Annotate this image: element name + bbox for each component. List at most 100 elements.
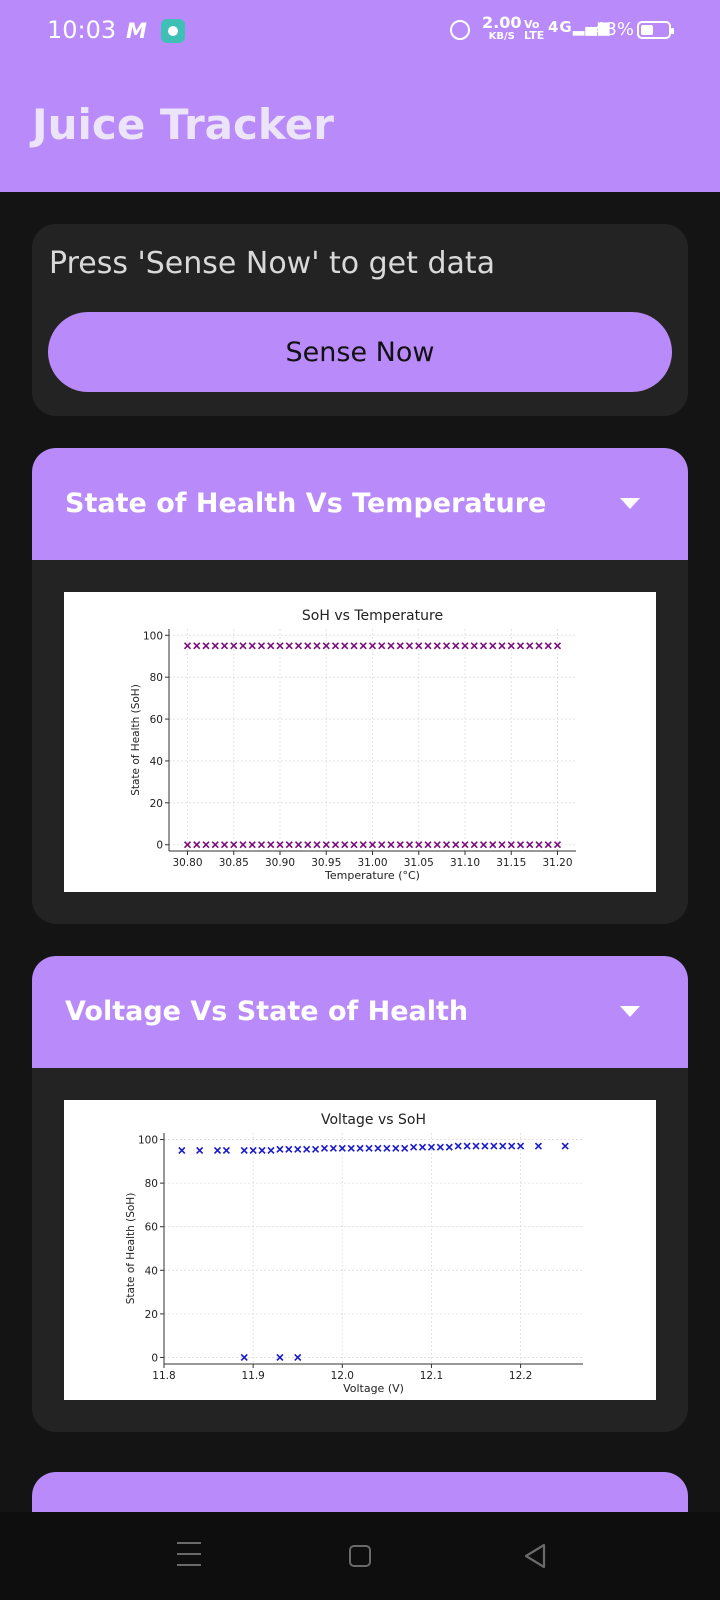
data-point — [294, 1353, 302, 1362]
data-point — [304, 841, 312, 849]
volte-icon: Vo LTE — [524, 19, 544, 41]
voltage-soh-chart: 11.8 11.9 12.0 12.1 12.2 0 20 40 60 80 100 Voltage … — [64, 1100, 656, 1400]
data-point — [276, 642, 284, 650]
network-speed: 2.00 KB/S — [482, 15, 521, 44]
y-tick-label: 100 — [138, 1135, 158, 1147]
next-section-header[interactable] — [32, 1472, 688, 1512]
data-point — [267, 1146, 275, 1154]
data-point — [489, 841, 497, 849]
chevron-down-icon[interactable] — [620, 498, 640, 509]
status-time: 10:03 — [47, 16, 117, 44]
data-point — [249, 1146, 257, 1154]
x-tick-label: 12.0 — [331, 1370, 354, 1382]
data-point — [396, 642, 404, 650]
m-app-notification-icon: M — [126, 19, 147, 43]
data-point — [461, 642, 469, 650]
x-tick-label: 31.20 — [542, 857, 572, 869]
data-point — [331, 841, 340, 849]
voltage-soh-svg: 11.8 11.9 12.0 12.1 12.2 0 20 40 60 80 100 Voltage … — [125, 1112, 583, 1395]
data-point — [442, 841, 451, 849]
data-point — [350, 642, 358, 650]
data-point — [535, 841, 543, 849]
data-point — [368, 841, 377, 849]
data-point — [415, 841, 423, 849]
x-axis-label: Voltage (V) — [343, 1382, 404, 1395]
data-point — [276, 1145, 284, 1153]
data-point — [387, 841, 395, 849]
data-point — [240, 1353, 248, 1362]
x-tick-label: 11.9 — [241, 1370, 264, 1382]
data-point — [470, 841, 478, 849]
y-tick-label: 80 — [150, 672, 163, 684]
soh-temperature-svg: 30.80 30.85 30.90 30.95 31.00 31.05 31.10 31.15… — [130, 608, 576, 882]
battery-percent: 43% — [594, 19, 635, 40]
section-title: Voltage Vs State of Health — [65, 996, 469, 1027]
data-point — [392, 1144, 400, 1152]
soh-temperature-header[interactable]: State of Health Vs Temperature — [32, 448, 688, 560]
data-point — [211, 642, 219, 650]
back-icon[interactable] — [522, 1542, 548, 1570]
data-point — [365, 1144, 373, 1152]
data-point — [452, 642, 460, 650]
data-point — [405, 642, 414, 650]
data-point — [347, 1144, 355, 1152]
app-bar: Juice Tracker — [0, 64, 720, 192]
battery-icon — [637, 21, 674, 39]
data-point — [202, 841, 210, 849]
data-point — [405, 841, 414, 849]
data-point — [401, 1144, 409, 1152]
signal-icon: 4G▂▄▆ — [548, 18, 611, 36]
voltage-soh-header[interactable]: Voltage Vs State of Health — [32, 956, 688, 1068]
data-point — [304, 642, 312, 650]
data-point — [368, 642, 377, 650]
data-point — [507, 642, 515, 650]
app-notification-icon — [161, 19, 185, 43]
data-point — [183, 841, 192, 849]
data-point — [526, 642, 534, 650]
data-point — [396, 841, 404, 849]
data-point — [499, 1142, 507, 1150]
data-point — [311, 1145, 320, 1153]
chevron-down-icon[interactable] — [620, 1006, 640, 1017]
data-point — [193, 841, 201, 849]
data-point — [329, 1144, 337, 1152]
data-point — [230, 642, 238, 650]
section-title: State of Health Vs Temperature — [65, 488, 547, 519]
data-point — [322, 642, 330, 650]
sense-status-text: Press 'Sense Now' to get data — [49, 246, 496, 281]
x-tick-label: 31.15 — [496, 857, 526, 869]
data-point — [454, 1142, 462, 1150]
data-point — [561, 1142, 569, 1150]
data-point — [313, 642, 321, 650]
x-tick-label: 30.90 — [265, 857, 295, 869]
data-point — [553, 841, 562, 849]
data-point — [544, 841, 552, 849]
data-point — [183, 642, 192, 650]
data-point — [320, 1144, 329, 1152]
data-point — [285, 841, 293, 849]
chart-title: Voltage vs SoH — [321, 1112, 426, 1128]
x-tick-label: 30.95 — [311, 857, 341, 869]
data-point — [240, 1146, 248, 1154]
data-point — [248, 841, 256, 849]
x-tick-label: 31.10 — [450, 857, 480, 869]
data-point — [463, 1142, 471, 1150]
y-tick-label: 60 — [145, 1222, 158, 1234]
data-point — [294, 841, 303, 849]
data-point — [258, 1146, 266, 1154]
data-point — [213, 1146, 222, 1154]
data-point — [239, 642, 247, 650]
data-point — [294, 1145, 302, 1153]
chart-title: SoH vs Temperature — [302, 608, 443, 624]
data-point — [433, 642, 441, 650]
x-tick-label: 30.85 — [219, 857, 249, 869]
data-point — [285, 1145, 293, 1153]
y-tick-label: 20 — [150, 798, 163, 810]
home-icon[interactable] — [349, 1545, 371, 1567]
y-tick-label: 40 — [150, 756, 163, 768]
voltage-soh-body: 11.8 11.9 12.0 12.1 12.2 0 20 40 60 80 100 Voltage … — [32, 1068, 688, 1432]
data-point — [424, 642, 432, 650]
sense-now-button[interactable]: Sense Now — [48, 312, 672, 392]
recents-menu-icon[interactable] — [177, 1542, 201, 1568]
data-point — [553, 642, 562, 650]
